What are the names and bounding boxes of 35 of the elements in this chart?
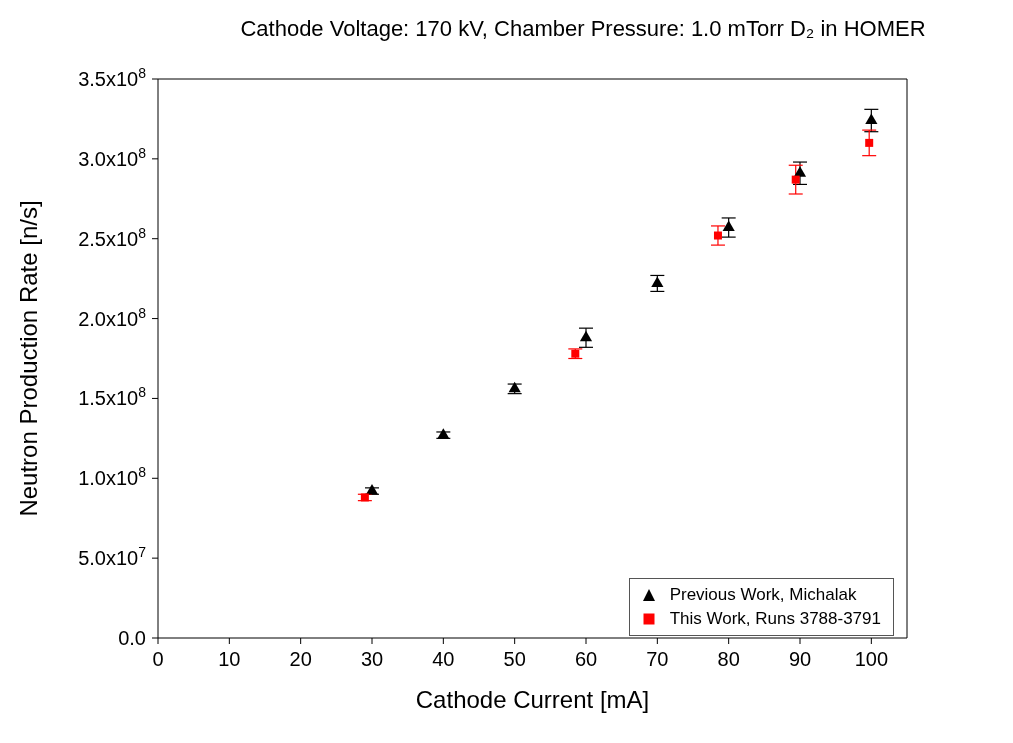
y-tick-label: 3.0x10$^{8}$ <box>78 144 147 170</box>
x-tick-label: 80 <box>717 648 740 670</box>
legend-label: Previous Work, Michalak <box>669 584 857 606</box>
x-tick-label: 50 <box>503 648 526 670</box>
x-tick-label: 20 <box>289 648 312 670</box>
x-tick-label: 0 <box>152 648 164 670</box>
y-tick-label: 1.5x10$^{8}$ <box>78 384 147 410</box>
point <box>651 276 664 287</box>
y-tick-label: 0.0 <box>118 627 146 649</box>
x-tick-label: 100 <box>854 648 889 670</box>
point <box>360 493 369 502</box>
point <box>865 138 874 147</box>
x-tick-label: 60 <box>574 648 598 670</box>
x-axis-title: Cathode Current [mA] <box>415 686 650 713</box>
x-tick-label: 10 <box>218 648 241 670</box>
y-tick-label: 2.0x10$^{8}$ <box>78 304 147 330</box>
point <box>865 113 878 125</box>
point <box>713 231 722 240</box>
legend-label: This Work, Runs 3788-3791 <box>669 608 881 630</box>
x-tick-label: 40 <box>432 648 455 670</box>
y-tick-label: 3.5x10$^{8}$ <box>78 65 147 90</box>
x-tick-label: 30 <box>360 648 384 670</box>
y-tick-label: 2.5x10$^{8}$ <box>78 224 147 250</box>
point <box>722 220 735 232</box>
y-tick-label: 1.0x10$^{8}$ <box>78 464 147 490</box>
x-tick-label: 70 <box>646 648 669 670</box>
point <box>571 349 580 358</box>
y-axis-title: Neutron Production Rate [n/s] <box>14 200 42 517</box>
point <box>791 175 800 184</box>
y-tick-label: 5.0x10$^{7}$ <box>78 544 147 570</box>
point <box>793 166 807 177</box>
point <box>579 330 593 342</box>
x-tick-label: 90 <box>788 648 812 670</box>
point <box>437 428 450 439</box>
chart-title: Cathode Voltage: 170 kV, Chamber Pressure: 1.0 mTorr D₂ in HOMER <box>240 16 926 41</box>
